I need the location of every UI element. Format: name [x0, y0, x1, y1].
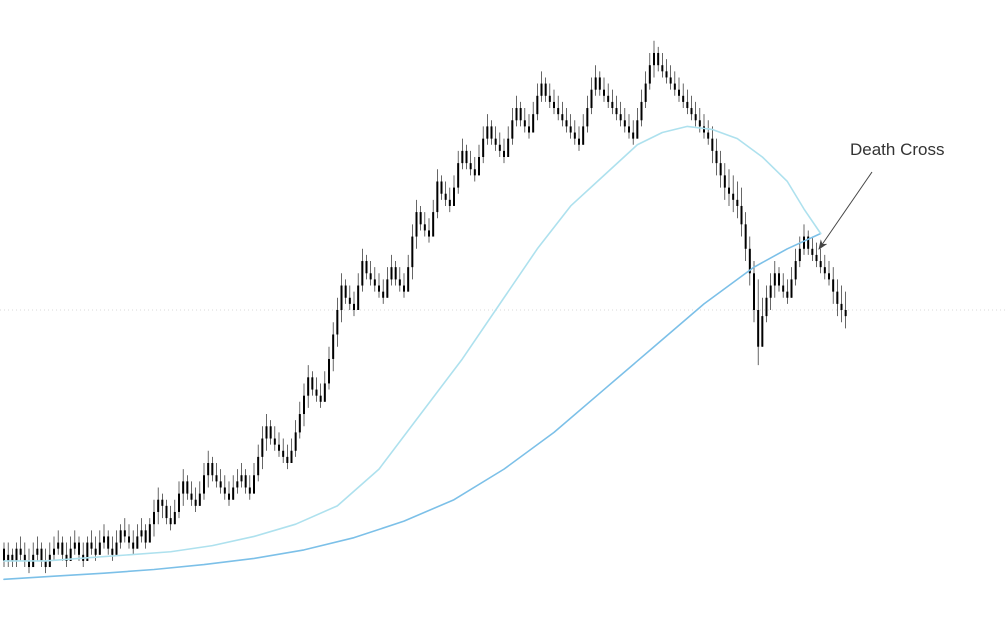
- price-chart: Death Cross: [0, 0, 1008, 620]
- chart-canvas: [0, 0, 1008, 620]
- death-cross-label: Death Cross: [850, 140, 944, 160]
